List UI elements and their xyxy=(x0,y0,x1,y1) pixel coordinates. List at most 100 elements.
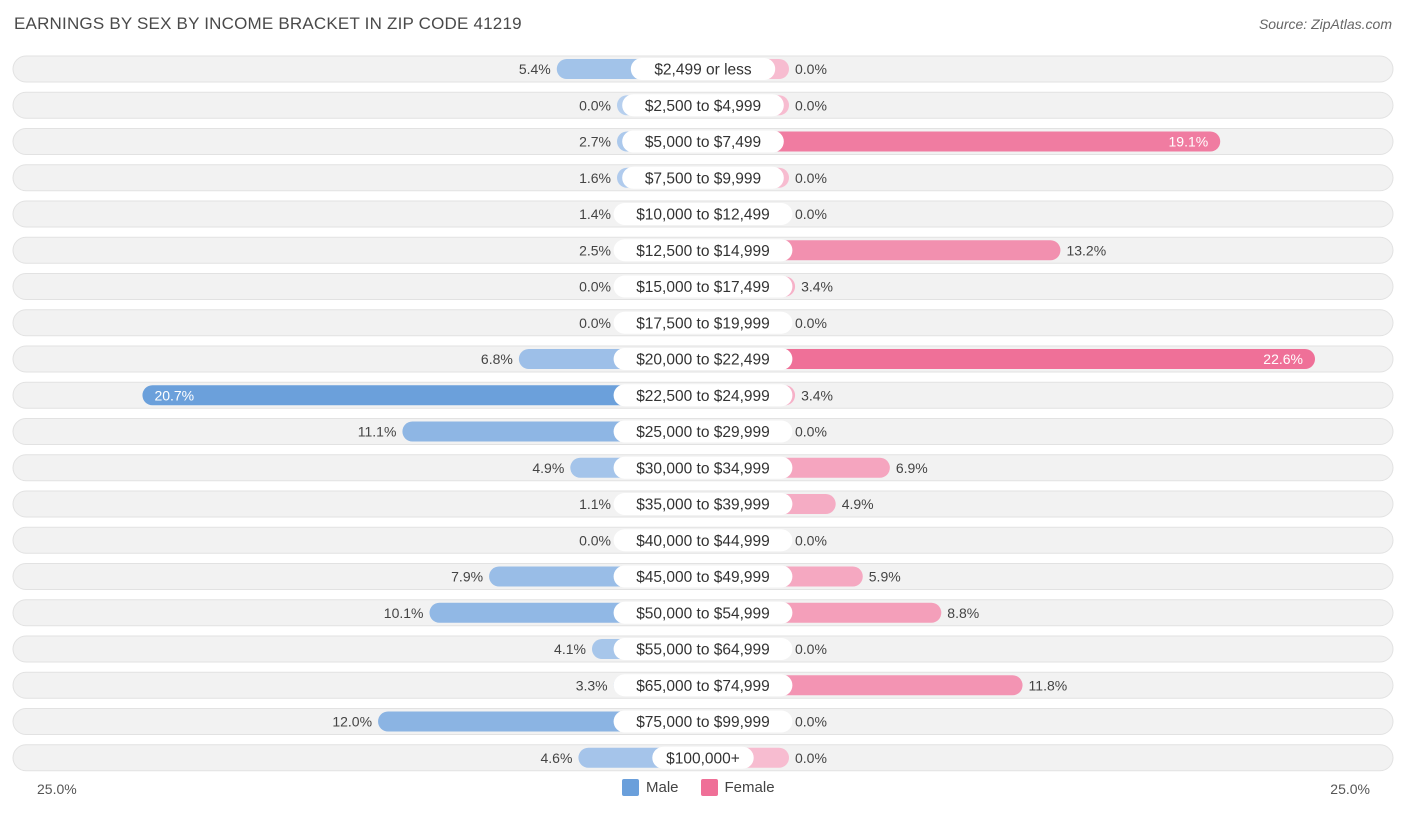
value-label-female: 22.6% xyxy=(1263,351,1303,367)
category-label-pill xyxy=(613,493,793,515)
value-label-female: 0.0% xyxy=(795,97,827,113)
value-label-male: 10.1% xyxy=(384,605,424,621)
category-label: $25,000 to $29,999 xyxy=(636,424,770,441)
bar-row: $100,000+ 4.6% 0.0% xyxy=(12,744,1394,772)
value-label-female: 0.0% xyxy=(795,61,827,77)
bar-row: $2,500 to $4,999 0.0% 0.0% xyxy=(12,91,1394,119)
category-label: $15,000 to $17,499 xyxy=(636,279,770,296)
value-label-male: 2.7% xyxy=(579,134,611,150)
bar-row: $50,000 to $54,999 10.1% 8.8% xyxy=(12,599,1394,627)
value-label-female: 19.1% xyxy=(1169,134,1209,150)
value-label-male: 4.1% xyxy=(554,641,586,657)
bar-female xyxy=(703,240,1061,261)
axis-right-label: 25.0% xyxy=(1330,781,1370,797)
category-label: $75,000 to $99,999 xyxy=(636,714,770,731)
value-label-male: 0.0% xyxy=(579,279,611,295)
category-label: $40,000 to $44,999 xyxy=(636,533,770,550)
bar-row: $10,000 to $12,499 1.4% 0.0% xyxy=(12,200,1394,228)
value-label-female: 0.0% xyxy=(795,424,827,440)
value-label-male: 1.4% xyxy=(579,206,611,222)
category-label-pill xyxy=(613,710,793,733)
value-label-male: 3.3% xyxy=(576,677,608,693)
value-label-female: 11.8% xyxy=(1029,677,1068,693)
value-label-female: 0.0% xyxy=(795,641,827,657)
value-label-female: 6.9% xyxy=(896,460,928,476)
category-label: $50,000 to $54,999 xyxy=(636,605,770,622)
category-label-pill xyxy=(622,94,784,117)
value-label-male: 2.5% xyxy=(579,242,611,258)
category-label-pill xyxy=(613,239,793,262)
category-label-pill xyxy=(613,601,793,624)
category-label-pill xyxy=(613,311,793,334)
category-label-pill xyxy=(613,638,793,660)
value-label-female: 3.4% xyxy=(801,387,833,403)
value-label-female: 0.0% xyxy=(795,532,827,548)
value-label-male: 11.1% xyxy=(358,424,397,440)
bar-row: $17,500 to $19,999 0.0% 0.0% xyxy=(12,309,1394,337)
value-label-male: 4.6% xyxy=(541,750,573,766)
bar-row: $5,000 to $7,499 2.7% 19.1% xyxy=(12,128,1394,155)
value-label-male: 20.7% xyxy=(154,387,194,403)
bar-row: $15,000 to $17,499 0.0% 3.4% xyxy=(12,273,1394,300)
category-label: $12,500 to $14,999 xyxy=(636,243,770,260)
category-label: $7,500 to $9,999 xyxy=(645,170,761,187)
bar-row: $12,500 to $14,999 2.5% 13.2% xyxy=(12,236,1394,264)
value-label-female: 0.0% xyxy=(795,170,827,186)
bar-row: $30,000 to $34,999 4.9% 6.9% xyxy=(12,454,1394,482)
value-label-female: 13.2% xyxy=(1066,242,1106,258)
value-label-male: 0.0% xyxy=(579,97,611,113)
chart-title: EARNINGS BY SEX BY INCOME BRACKET IN ZIP… xyxy=(14,14,522,33)
category-label: $17,500 to $19,999 xyxy=(636,315,770,332)
bar-female xyxy=(703,349,1316,369)
category-label-pill xyxy=(613,674,793,697)
legend-item-male: Male xyxy=(622,779,679,796)
value-label-female: 0.0% xyxy=(795,315,827,331)
bar-male xyxy=(142,385,704,406)
legend-swatch-male xyxy=(622,779,639,796)
legend-swatch-female xyxy=(700,779,718,796)
legend: Male Female xyxy=(622,779,797,796)
bar-row: $7,500 to $9,999 1.6% 0.0% xyxy=(12,164,1394,192)
bar-row: $55,000 to $64,999 4.1% 0.0% xyxy=(12,635,1394,663)
value-label-female: 0.0% xyxy=(795,714,827,730)
value-label-male: 1.6% xyxy=(579,170,611,186)
axis-left-label: 25.0% xyxy=(37,781,77,797)
value-label-male: 5.4% xyxy=(519,61,551,77)
category-label-pill xyxy=(613,348,793,370)
category-label: $22,500 to $24,999 xyxy=(636,388,770,405)
category-label-pill xyxy=(622,166,784,189)
bar-row: $2,499 or less 5.4% 0.0% xyxy=(12,55,1394,83)
bar-row: $40,000 to $44,999 0.0% 0.0% xyxy=(12,526,1394,554)
chart-source: Source: ZipAtlas.com xyxy=(1258,16,1392,32)
value-label-male: 0.0% xyxy=(579,532,611,548)
bar-row: $25,000 to $29,999 11.1% 0.0% xyxy=(12,418,1394,445)
category-label-pill xyxy=(613,565,793,588)
category-label: $10,000 to $12,499 xyxy=(636,207,770,224)
category-label-pill xyxy=(613,384,793,407)
value-label-female: 4.9% xyxy=(842,496,874,512)
category-label-pill xyxy=(630,58,776,80)
category-label: $2,500 to $4,999 xyxy=(645,98,761,115)
value-label-male: 1.1% xyxy=(579,496,611,512)
bar-row: $45,000 to $49,999 7.9% 5.9% xyxy=(12,563,1394,590)
category-label: $20,000 to $22,499 xyxy=(636,352,770,369)
bar-row: $75,000 to $99,999 12.0% 0.0% xyxy=(12,708,1394,735)
bar-row: $22,500 to $24,999 20.7% 3.4% xyxy=(12,381,1394,409)
value-label-female: 0.0% xyxy=(795,750,827,766)
value-label-male: 0.0% xyxy=(579,315,611,331)
bar-female xyxy=(703,131,1221,152)
value-label-female: 8.8% xyxy=(947,605,979,621)
category-label: $35,000 to $39,999 xyxy=(636,497,770,514)
value-label-male: 4.9% xyxy=(532,460,564,476)
category-label-pill xyxy=(613,529,793,552)
category-label-pill xyxy=(622,130,784,153)
category-label-pill xyxy=(613,456,793,479)
category-label: $2,499 or less xyxy=(654,62,752,79)
category-label-pill xyxy=(613,203,793,225)
category-label: $45,000 to $49,999 xyxy=(636,569,770,586)
diverging-bar-chart: $2,499 or less 5.4% 0.0% $2,500 to $4,999 0.… xyxy=(12,55,1394,772)
bar-row: $20,000 to $22,499 6.8% 22.6% xyxy=(12,345,1394,373)
value-label-female: 0.0% xyxy=(795,206,827,222)
value-label-female: 3.4% xyxy=(801,279,833,295)
value-label-male: 12.0% xyxy=(332,714,372,730)
